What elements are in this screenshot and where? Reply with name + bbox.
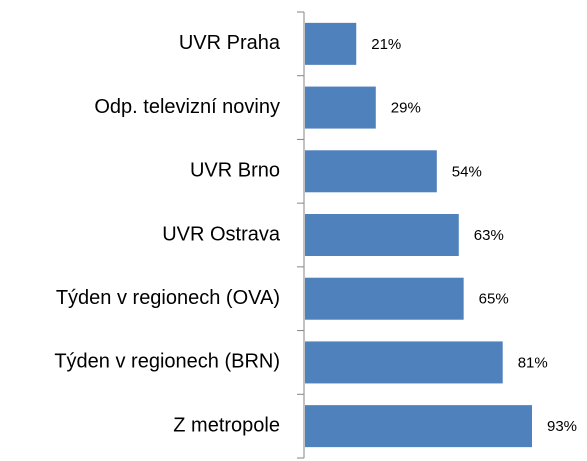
value-label: 29% (391, 100, 421, 117)
category-label: UVR Praha (179, 32, 281, 54)
bar (305, 22, 357, 65)
bar (305, 341, 503, 384)
bar (305, 86, 376, 129)
category-label: UVR Ostrava (162, 223, 281, 245)
value-label: 63% (474, 227, 504, 244)
bar (305, 214, 459, 256)
bar (305, 405, 532, 448)
category-label: Odp. televizní noviny (94, 96, 280, 118)
category-label: Týden v regionech (BRN) (54, 351, 280, 373)
value-label: 93% (547, 418, 577, 435)
value-label: 81% (518, 354, 548, 371)
category-label: Týden v regionech (OVA) (56, 287, 280, 309)
value-label: 65% (479, 291, 509, 308)
bar (305, 150, 437, 193)
category-label: Z metropole (173, 414, 280, 436)
category-label: UVR Brno (190, 160, 280, 182)
value-label: 54% (452, 163, 482, 180)
bar (305, 277, 464, 320)
value-label: 21% (371, 36, 401, 53)
